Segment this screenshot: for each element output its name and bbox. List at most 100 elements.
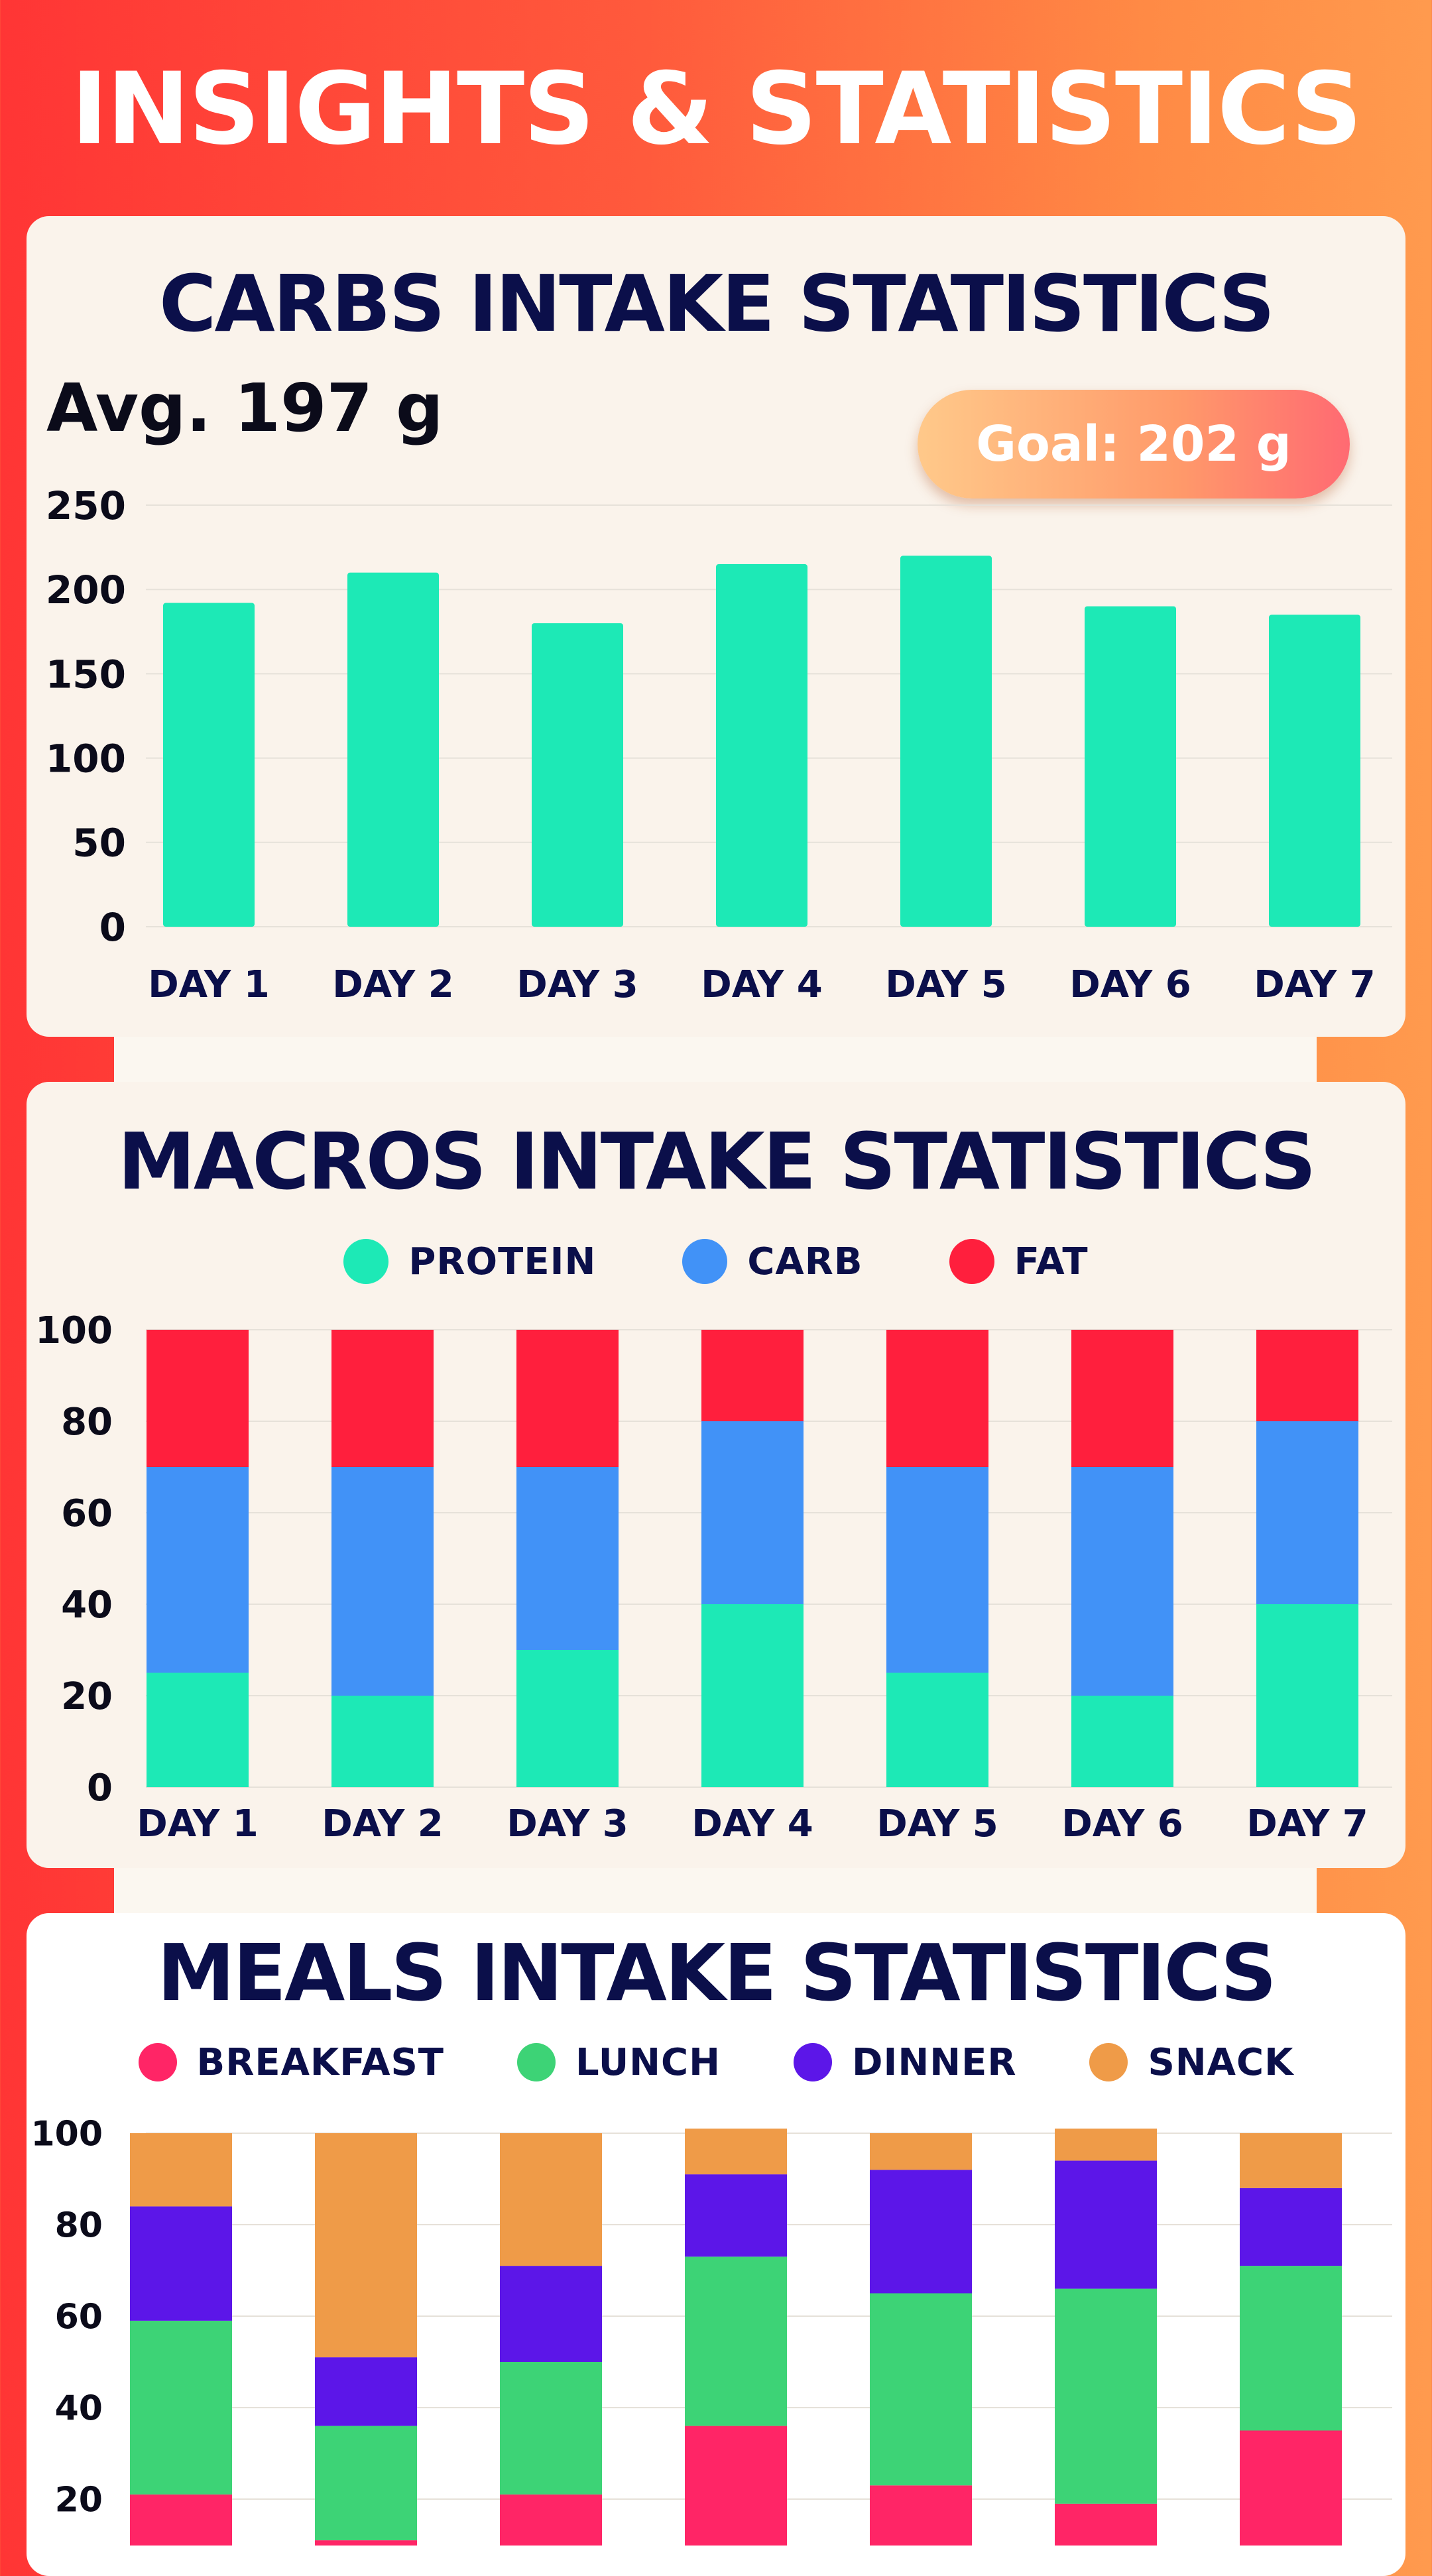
y-tick-label: 60 xyxy=(55,2298,103,2337)
legend-item-lunch: LUNCH xyxy=(517,2041,721,2084)
legend-item-fat: FAT xyxy=(949,1239,1089,1284)
bar-segment-breakfast xyxy=(315,2540,417,2546)
bar-segment-snack xyxy=(500,2133,602,2266)
y-tick-label: 80 xyxy=(55,2206,103,2246)
x-tick-label: DAY 5 xyxy=(876,1802,998,1845)
bar-segment-protein xyxy=(516,1650,619,1787)
fat-legend-dot xyxy=(949,1239,994,1284)
bar-segment-lunch xyxy=(870,2293,972,2486)
bar xyxy=(163,603,255,927)
bar xyxy=(900,556,992,927)
legend-label-breakfast: BREAKFAST xyxy=(196,2040,445,2084)
snack-legend-dot xyxy=(1089,2043,1128,2081)
carbs-goal-badge[interactable]: Goal: 202 g xyxy=(918,390,1350,498)
bar-segment-breakfast xyxy=(1055,2503,1157,2546)
x-tick-label: DAY 4 xyxy=(691,1802,813,1845)
y-tick-label: 20 xyxy=(61,1675,113,1718)
legend-item-carb: CARB xyxy=(682,1239,863,1284)
bar-segment-dinner xyxy=(315,2357,417,2426)
legend-label-snack: SNACK xyxy=(1148,2040,1294,2084)
bar-segment-lunch xyxy=(315,2426,417,2541)
y-tick-label: 200 xyxy=(46,567,126,613)
bar-segment-snack xyxy=(1240,2133,1342,2188)
x-tick-label: DAY 7 xyxy=(1254,963,1375,1006)
legend-label-protein: PROTEIN xyxy=(408,1240,597,1283)
y-tick-label: 250 xyxy=(46,483,126,528)
bar-segment-lunch xyxy=(130,2320,232,2495)
x-tick-label: DAY 5 xyxy=(885,963,1006,1006)
bar-segment-lunch xyxy=(500,2362,602,2495)
x-tick-label: DAY 7 xyxy=(1246,1802,1368,1845)
bar-segment-carb xyxy=(516,1467,619,1650)
bar xyxy=(532,623,623,927)
bar-segment-lunch xyxy=(685,2256,787,2426)
x-tick-label: DAY 1 xyxy=(148,963,269,1006)
y-tick-label: 0 xyxy=(99,905,126,950)
bar-segment-snack xyxy=(685,2129,787,2175)
bar-segment-carb xyxy=(886,1467,988,1673)
meals-stacked-bar-chart: 20 40 60 80 100 xyxy=(30,2115,1392,2546)
meals-card-title: MEALS INTAKE STATISTICS xyxy=(156,1927,1277,2019)
bar-segment-dinner xyxy=(870,2170,972,2294)
bar-segment-protein xyxy=(1071,1696,1173,1787)
bar-segment-breakfast xyxy=(685,2426,787,2546)
legend-label-dinner: DINNER xyxy=(852,2040,1017,2084)
bar-segment-snack xyxy=(870,2133,972,2170)
y-tick-label: 50 xyxy=(72,821,126,866)
bar-segment-breakfast xyxy=(130,2494,232,2546)
legend-item-protein: PROTEIN xyxy=(343,1239,596,1284)
carbs-card-title: CARBS INTAKE STATISTICS xyxy=(158,258,1275,349)
meals-card: MEALS INTAKE STATISTICS BREAKFAST LUNCH … xyxy=(27,1913,1405,2576)
legend-item-dinner: DINNER xyxy=(794,2041,1016,2084)
bar-segment-protein xyxy=(886,1672,988,1787)
carbs-average: Avg. 197 g xyxy=(46,369,444,447)
bar-segment-fat xyxy=(701,1330,804,1421)
bar-segment-dinner xyxy=(500,2266,602,2362)
y-tick-label: 100 xyxy=(35,1309,113,1352)
carbs-bar-chart: 0 50 100 150 200 250 DAY 1 DAY 2 DAY 3 DAY 4 DAY 5… xyxy=(46,483,1392,1006)
x-tick-label: DAY 1 xyxy=(137,1802,258,1845)
y-tick-label: 40 xyxy=(61,1584,113,1627)
bar-segment-breakfast xyxy=(1240,2430,1342,2546)
x-tick-label: DAY 2 xyxy=(332,963,453,1006)
bar-segment-dinner xyxy=(1240,2188,1342,2266)
y-tick-label: 60 xyxy=(61,1492,113,1535)
bar-segment-protein xyxy=(701,1604,804,1787)
y-tick-label: 100 xyxy=(46,736,126,781)
bar-segment-protein xyxy=(1256,1604,1358,1787)
y-tick-label: 20 xyxy=(55,2481,103,2520)
bar-segment-carb xyxy=(147,1467,249,1673)
y-tick-label: 150 xyxy=(46,652,126,697)
bar-segment-breakfast xyxy=(870,2485,972,2546)
meals-legend: BREAKFAST LUNCH DINNER SNACK xyxy=(27,2026,1405,2099)
y-tick-label: 40 xyxy=(55,2389,103,2429)
bar-segment-fat xyxy=(1071,1330,1173,1467)
y-tick-label: 80 xyxy=(61,1401,113,1444)
bar-segment-fat xyxy=(331,1330,434,1467)
bar xyxy=(1085,606,1176,927)
x-tick-label: DAY 6 xyxy=(1061,1802,1183,1845)
bar-segment-lunch xyxy=(1240,2266,1342,2431)
bar xyxy=(716,564,807,927)
macros-card: MACROS INTAKE STATISTICS PROTEIN CARB FA… xyxy=(27,1082,1405,1868)
bar-segment-carb xyxy=(331,1467,434,1696)
macros-stacked-bar-chart: 0 20 40 60 80 100 DAY 1 DAY 2 DAY 3 DAY 4 DAY 5 DAY… xyxy=(35,1309,1392,1845)
legend-item-snack: SNACK xyxy=(1089,2041,1293,2084)
card-connector xyxy=(114,1863,1317,1916)
bar xyxy=(1269,615,1360,927)
macros-legend: PROTEIN CARB FAT xyxy=(27,1225,1405,1298)
bar-segment-breakfast xyxy=(500,2494,602,2546)
y-tick-label: 100 xyxy=(30,2115,103,2154)
bar-segment-fat xyxy=(147,1330,249,1467)
x-tick-label: DAY 6 xyxy=(1069,963,1191,1006)
dinner-legend-dot xyxy=(794,2043,833,2081)
x-tick-label: DAY 4 xyxy=(701,963,822,1006)
bar-segment-fat xyxy=(886,1330,988,1467)
legend-item-breakfast: BREAKFAST xyxy=(138,2040,445,2084)
bar-segment-dinner xyxy=(1055,2160,1157,2289)
bar-segment-dinner xyxy=(685,2174,787,2257)
bar-segment-snack xyxy=(315,2133,417,2358)
legend-label-fat: FAT xyxy=(1014,1240,1089,1283)
carbs-card: CARBS INTAKE STATISTICS Avg. 197 g Goal:… xyxy=(27,216,1405,1037)
x-tick-label: DAY 2 xyxy=(322,1802,443,1845)
